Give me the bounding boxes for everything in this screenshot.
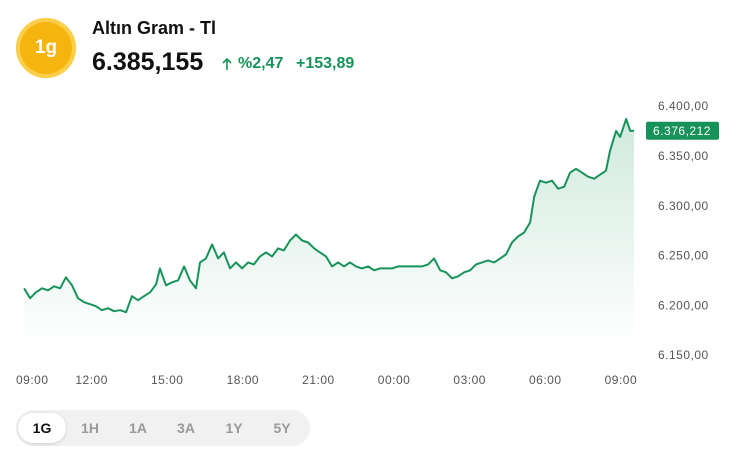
range-button[interactable]: 1G bbox=[18, 413, 66, 443]
x-tick-label: 06:00 bbox=[529, 373, 562, 387]
up-arrow bbox=[222, 57, 232, 70]
x-tick-label: 15:00 bbox=[151, 373, 184, 387]
x-tick-label: 09:00 bbox=[605, 373, 638, 387]
x-tick-label: 00:00 bbox=[378, 373, 411, 387]
y-tick-label: 6.400,00 bbox=[658, 99, 709, 113]
x-tick-label: 21:00 bbox=[302, 373, 335, 387]
current-price-label: 6.376,212 bbox=[653, 124, 711, 138]
y-tick-label: 6.250,00 bbox=[658, 249, 709, 263]
area bbox=[24, 119, 634, 345]
range-button[interactable]: 1H bbox=[81, 420, 99, 436]
title: Altın Gram - Tl bbox=[92, 18, 217, 38]
x-tick-label: 12:00 bbox=[75, 373, 108, 387]
x-tick-label: 03:00 bbox=[453, 373, 486, 387]
range-tabs: 1G 1H 1A 3A 1Y 5Y bbox=[16, 410, 310, 446]
y-tick-label: 6.200,00 bbox=[658, 298, 709, 312]
x-tick-label: 18:00 bbox=[227, 373, 260, 387]
logo: 1g bbox=[16, 18, 76, 78]
y-tick-label: 6.150,00 bbox=[658, 348, 709, 362]
x-tick-label: 09:00 bbox=[16, 373, 49, 387]
range-button[interactable]: 5Y bbox=[273, 420, 291, 436]
chart: 6.150,00 6.200,00 6.250,00 6.300,00 6.350,00… bbox=[16, 99, 719, 387]
price: 6.385,155 bbox=[92, 48, 204, 76]
range-button[interactable]: 3A bbox=[177, 420, 195, 436]
range-button[interactable]: 1A bbox=[129, 420, 147, 436]
range-button[interactable]: 1Y bbox=[225, 420, 243, 436]
current-price-tag bbox=[646, 121, 719, 140]
y-tick-label: 6.350,00 bbox=[658, 149, 709, 163]
y-tick-label: 6.300,00 bbox=[658, 199, 709, 213]
change-percent: %2,47 bbox=[238, 55, 284, 72]
change-value: +153,89 bbox=[296, 55, 355, 72]
price-line bbox=[23, 118, 635, 314]
